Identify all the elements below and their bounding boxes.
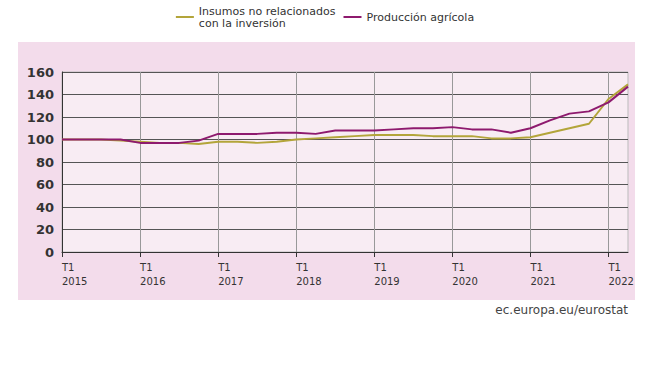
svg-text:2018: 2018 [296,276,321,287]
svg-text:80: 80 [36,155,54,170]
svg-text:2020: 2020 [452,276,477,287]
svg-text:2016: 2016 [140,276,165,287]
svg-text:20: 20 [36,222,54,237]
svg-text:T1: T1 [451,262,464,273]
svg-text:160: 160 [27,65,54,80]
svg-text:T1: T1 [529,262,542,273]
svg-text:T1: T1 [295,262,308,273]
svg-text:T1: T1 [139,262,152,273]
svg-text:100: 100 [27,132,54,147]
svg-text:T1: T1 [607,262,620,273]
svg-text:T1: T1 [373,262,386,273]
svg-text:Producción agrícola: Producción agrícola [366,11,474,24]
svg-text:40: 40 [36,200,54,215]
svg-text:ec.europa.eu/eurostat: ec.europa.eu/eurostat [495,303,628,317]
svg-text:T1: T1 [61,262,74,273]
svg-text:con la inversión: con la inversión [199,17,286,30]
svg-text:2021: 2021 [530,276,555,287]
svg-text:2015: 2015 [62,276,87,287]
svg-text:120: 120 [27,110,54,125]
svg-text:60: 60 [36,177,54,192]
svg-text:Insumos no relacionados: Insumos no relacionados [198,4,336,18]
svg-text:0: 0 [45,245,54,260]
svg-text:T1: T1 [217,262,230,273]
svg-text:2017: 2017 [218,276,243,287]
svg-text:2022: 2022 [608,276,633,287]
svg-text:140: 140 [27,87,54,102]
svg-text:2019: 2019 [374,276,399,287]
